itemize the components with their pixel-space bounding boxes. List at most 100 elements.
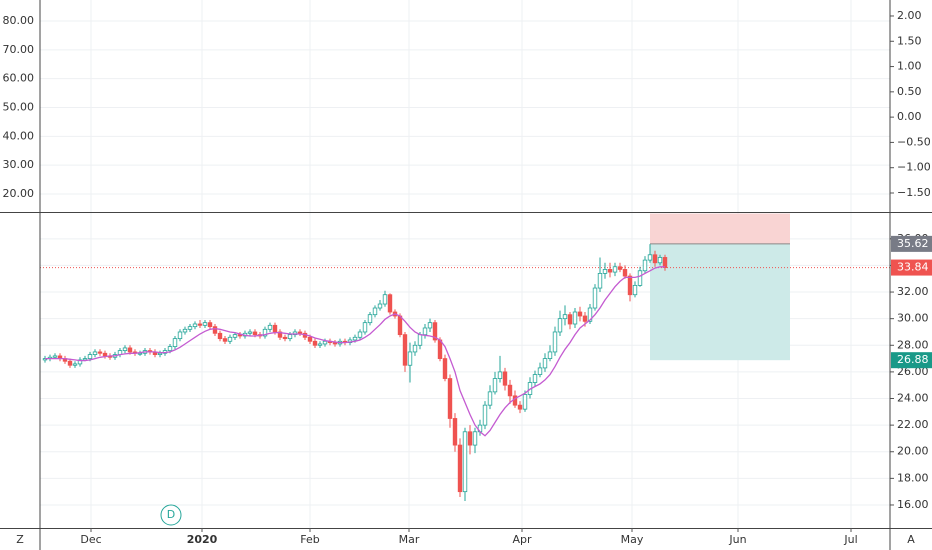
candle-body (272, 324, 278, 333)
candle-body (502, 371, 508, 386)
candle-body (262, 328, 268, 337)
candle-body (567, 314, 573, 325)
candle-body (607, 269, 613, 273)
x-tick-label: Apr (512, 533, 532, 546)
candle-body (407, 351, 413, 366)
candle-body (167, 346, 173, 352)
candle-body (182, 328, 188, 333)
candle-body (322, 340, 328, 345)
candle-body (597, 273, 603, 289)
candle-body (382, 294, 388, 305)
event-marker (160, 504, 182, 526)
candle-body (582, 315, 588, 322)
candle-body (97, 351, 103, 354)
y-tick-label: 60.00 (3, 72, 35, 85)
candle-body (452, 418, 458, 446)
x-tick-label: Feb (300, 533, 319, 546)
candle-body (397, 315, 403, 336)
candle-body (627, 275, 633, 296)
y-tick-label: 80.00 (3, 14, 35, 27)
candle-body (402, 334, 408, 366)
candle-body (572, 311, 578, 325)
candle-body (332, 342, 338, 345)
candle-body (192, 323, 198, 328)
candle-body (172, 338, 178, 348)
candle-body (307, 336, 313, 342)
candle-body (457, 444, 463, 493)
candle-body (632, 284, 638, 296)
candle-body (82, 358, 88, 361)
candle-body (352, 336, 358, 341)
y-tick-label: 24.00 (897, 392, 929, 405)
candle-body (652, 254, 658, 264)
candle-body (547, 351, 553, 359)
candle-body (642, 259, 648, 272)
y2-tick-label: 2.00 (897, 9, 922, 22)
candle-body (522, 394, 528, 410)
candle-body (287, 334, 293, 340)
y-tick-label: 28.00 (897, 338, 929, 351)
candle-body (202, 322, 208, 326)
x-tick-label: Jun (728, 533, 746, 546)
candle-body (542, 358, 548, 369)
candle-body (417, 334, 423, 346)
candle-body (497, 371, 503, 379)
candle-body (387, 294, 393, 313)
candle-body (362, 322, 368, 333)
price-label: 26.88 (897, 353, 929, 366)
candle-body (102, 352, 108, 357)
candle-body (662, 257, 668, 268)
candle-body (222, 338, 228, 342)
candle-body (577, 311, 583, 317)
candle-body (622, 269, 628, 277)
y2-tick-label: 1.00 (897, 60, 922, 73)
candle-body (207, 322, 213, 328)
candle-body (197, 323, 203, 326)
y-tick-label: 20.00 (3, 187, 35, 200)
y-tick-label: 20.00 (897, 445, 929, 458)
candle-body (317, 343, 323, 346)
price-label-bg (891, 235, 932, 252)
candle-body (587, 307, 593, 322)
y-tick-label: 18.00 (897, 471, 929, 484)
y2-tick-label: 1.50 (897, 34, 922, 47)
candle-body (127, 347, 133, 353)
candle-body (602, 269, 608, 274)
price-label-bg (891, 259, 932, 276)
candle-body (482, 404, 488, 426)
candles (42, 244, 668, 501)
candle-body (462, 431, 468, 493)
candle-body (297, 331, 303, 334)
candle-body (267, 324, 273, 330)
candle-body (72, 363, 78, 366)
price-label: 33.84 (897, 261, 929, 274)
candle-body (372, 307, 378, 316)
x-tick-label: Mar (399, 533, 420, 546)
event-marker-label: D (167, 508, 175, 521)
stop-zone (650, 213, 790, 244)
candle-body (252, 331, 258, 336)
candle-body (232, 334, 238, 338)
x-tick-label: Jul (843, 533, 857, 546)
candle-body (377, 303, 383, 309)
candle-body (467, 431, 473, 446)
y2-tick-label: −1.50 (897, 186, 931, 199)
candle-body (367, 314, 373, 324)
price-label-bg (891, 352, 932, 369)
candle-body (562, 314, 568, 320)
corner-label: A (907, 533, 915, 546)
candle-body (422, 327, 428, 336)
candle-body (122, 347, 128, 352)
y2-tick-label: −0.50 (897, 135, 931, 148)
candle-body (537, 367, 543, 375)
candle-body (637, 270, 643, 286)
candle-body (282, 336, 288, 340)
candle-body (87, 354, 93, 359)
candle-body (442, 358, 448, 379)
candle-body (507, 384, 513, 397)
candle-body (187, 326, 193, 330)
candle-body (432, 322, 438, 341)
y-tick-label: 16.00 (897, 498, 929, 511)
